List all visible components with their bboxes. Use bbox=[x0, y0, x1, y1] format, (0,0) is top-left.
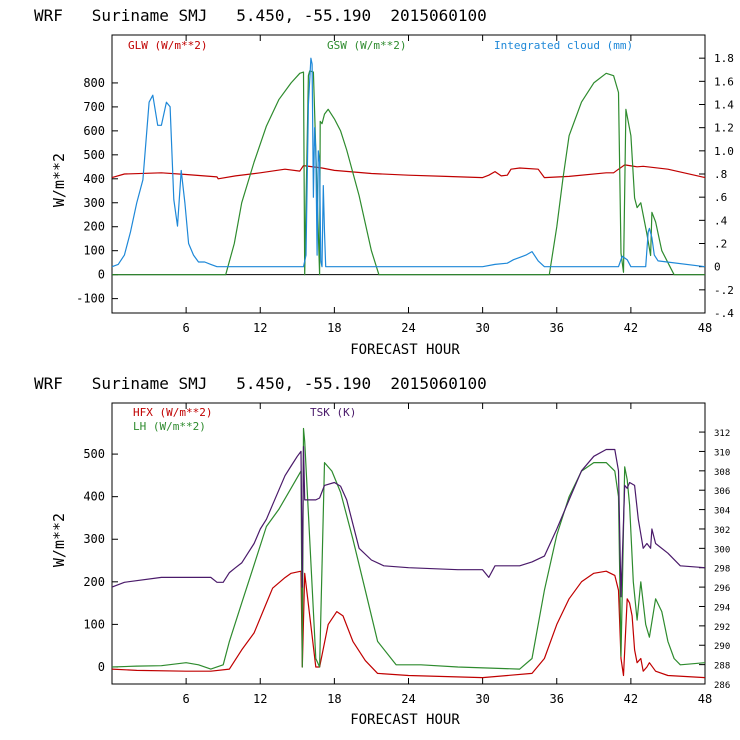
top-chart-panel: WRF Suriname SMJ 5.450, -55.190 20150601… bbox=[34, 6, 734, 358]
bottom-y-tick-label: 0 bbox=[98, 660, 105, 674]
legend-tsk: TSK (K) bbox=[310, 406, 356, 419]
bottom-chart-panel: WRF Suriname SMJ 5.450, -55.190 20150601… bbox=[34, 374, 730, 728]
series-line-hfx bbox=[111, 570, 706, 679]
bottom-y2-tick-label: 286 bbox=[714, 681, 730, 691]
bottom-x-tick-label: 30 bbox=[475, 692, 489, 706]
legend-gsw: GSW (W/m**2) bbox=[327, 39, 406, 52]
top-y2-tick-label: 0 bbox=[714, 261, 721, 274]
top-y-tick-label: 200 bbox=[83, 220, 105, 234]
top-x-tick-label: 18 bbox=[327, 321, 341, 335]
top-chart-plot-frame bbox=[111, 34, 706, 314]
bottom-chart-axes: 6 12 18 24 30 36 42 48 0 100 200 300 400 500 286 288 290… bbox=[83, 403, 730, 706]
bottom-x-tick-label: 36 bbox=[550, 692, 564, 706]
top-y2-tick-label: -.4 bbox=[714, 307, 734, 320]
bottom-chart-series bbox=[111, 427, 706, 679]
top-x-tick-label: 24 bbox=[401, 321, 415, 335]
bottom-y-tick-label: 500 bbox=[83, 447, 105, 461]
series-line-gsw bbox=[112, 70, 705, 276]
bottom-y2-tick-label: 300 bbox=[714, 545, 730, 555]
top-y-tick-label: 300 bbox=[83, 196, 105, 210]
bottom-y2-tick-label: 290 bbox=[714, 642, 730, 652]
top-y2-tick-label: -.2 bbox=[714, 284, 734, 297]
top-x-tick-label: 12 bbox=[253, 321, 267, 335]
top-y-tick-label: 100 bbox=[83, 244, 105, 258]
bottom-x-tick-label: 18 bbox=[327, 692, 341, 706]
top-y-tick-label: 600 bbox=[83, 124, 105, 138]
top-y-tick-label: 700 bbox=[83, 100, 105, 114]
top-x-tick-label: 36 bbox=[550, 321, 564, 335]
bottom-x-tick-label: 42 bbox=[624, 692, 638, 706]
top-y-tick-label: 800 bbox=[83, 76, 105, 90]
top-chart-axes: 6 12 18 24 30 36 42 48 -100 0 100 200 300 400 500 600 70… bbox=[76, 35, 734, 335]
bottom-chart-x-axis-label: FORECAST HOUR bbox=[350, 712, 460, 728]
bottom-y2-tick-label: 298 bbox=[714, 565, 730, 575]
bottom-y2-tick-label: 312 bbox=[714, 429, 730, 439]
top-y2-tick-label: .4 bbox=[714, 214, 728, 227]
bottom-y2-tick-label: 292 bbox=[714, 623, 730, 633]
top-y2-tick-label: 1.0 bbox=[714, 145, 734, 158]
bottom-chart-plot-frame bbox=[111, 402, 706, 685]
top-y2-tick-label: .6 bbox=[714, 191, 727, 204]
top-chart-x-axis-label: FORECAST HOUR bbox=[350, 342, 460, 358]
bottom-y-tick-label: 400 bbox=[83, 490, 105, 504]
top-y-tick-label: 400 bbox=[83, 172, 105, 186]
top-x-tick-label: 42 bbox=[624, 321, 638, 335]
top-x-tick-label: 48 bbox=[698, 321, 712, 335]
bottom-y-tick-label: 200 bbox=[83, 575, 105, 589]
top-y2-tick-label: 1.8 bbox=[714, 52, 734, 65]
top-y-tick-label: 0 bbox=[98, 268, 105, 282]
bottom-chart-title: WRF Suriname SMJ 5.450, -55.190 20150601… bbox=[34, 374, 487, 393]
legend-integrated-cloud: Integrated cloud (mm) bbox=[494, 39, 633, 52]
bottom-x-tick-label: 48 bbox=[698, 692, 712, 706]
top-y2-tick-label: .8 bbox=[714, 168, 727, 181]
series-line-glw bbox=[111, 164, 706, 180]
legend-hfx: HFX (W/m**2) bbox=[133, 406, 212, 419]
legend-glw: GLW (W/m**2) bbox=[128, 39, 207, 52]
bottom-x-tick-label: 24 bbox=[401, 692, 415, 706]
bottom-y2-tick-label: 310 bbox=[714, 448, 730, 458]
top-y-tick-label: -100 bbox=[76, 292, 105, 306]
top-x-tick-label: 30 bbox=[475, 321, 489, 335]
bottom-x-tick-label: 12 bbox=[253, 692, 267, 706]
top-y2-tick-label: .2 bbox=[714, 238, 727, 251]
series-line-lh bbox=[111, 427, 706, 670]
bottom-chart-y-axis-label: W/m**2 bbox=[50, 513, 68, 567]
top-x-tick-label: 6 bbox=[183, 321, 190, 335]
bottom-y2-tick-label: 294 bbox=[714, 603, 730, 613]
top-chart-title: WRF Suriname SMJ 5.450, -55.190 20150601… bbox=[34, 6, 487, 25]
top-y2-tick-label: 1.4 bbox=[714, 99, 734, 112]
bottom-y2-tick-label: 306 bbox=[714, 487, 730, 497]
bottom-y2-tick-label: 288 bbox=[714, 662, 730, 672]
top-y2-tick-label: 1.2 bbox=[714, 122, 734, 135]
bottom-y2-tick-label: 304 bbox=[714, 507, 730, 517]
bottom-y-tick-label: 100 bbox=[83, 617, 105, 631]
series-line-tsk bbox=[111, 446, 706, 598]
bottom-x-tick-label: 6 bbox=[183, 692, 190, 706]
legend-lh: LH (W/m**2) bbox=[133, 420, 206, 433]
top-y-tick-label: 500 bbox=[83, 148, 105, 162]
top-y2-tick-label: 1.6 bbox=[714, 75, 734, 88]
bottom-y2-tick-label: 308 bbox=[714, 468, 730, 478]
bottom-y2-tick-label: 296 bbox=[714, 584, 730, 594]
top-chart-series bbox=[111, 57, 706, 276]
bottom-y2-tick-label: 302 bbox=[714, 526, 730, 536]
series-line-integrated bbox=[111, 57, 706, 268]
top-chart-y-axis-label: W/m**2 bbox=[50, 153, 68, 207]
bottom-y-tick-label: 300 bbox=[83, 532, 105, 546]
